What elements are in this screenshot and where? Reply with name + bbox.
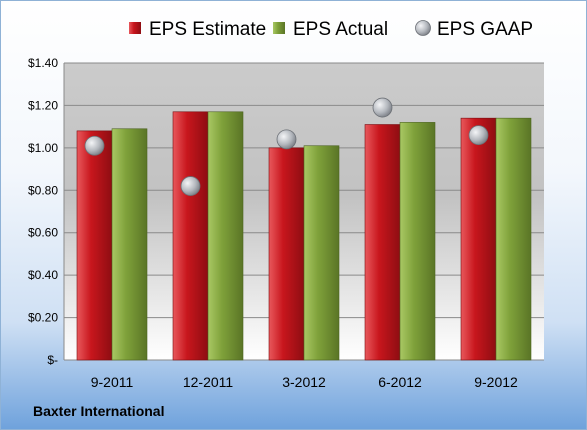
bar-eps-actual [303,145,340,361]
y-tick-label: $0.20 [28,311,58,325]
y-tick-label: $1.20 [28,98,58,112]
bar-eps-actual [207,111,244,361]
point-eps-gaap [276,129,297,150]
legend-swatch [129,22,141,34]
point-eps-gaap [372,97,393,118]
y-tick-label: $- [47,353,58,367]
bar-eps-estimate [76,130,113,361]
x-tick-label: 9-2012 [474,374,518,390]
legend-label: EPS Estimate [149,19,266,40]
point-eps-gaap [180,176,201,196]
x-tick-label: 12-2011 [183,374,234,390]
x-tick-label: 6-2012 [378,374,422,390]
legend-label: EPS Actual [293,19,388,40]
y-tick-label: $0.40 [28,268,58,282]
bar-eps-actual [111,128,148,361]
x-tick-label: 3-2012 [282,374,326,390]
bar-eps-actual [495,117,532,361]
bar-eps-estimate [172,111,209,361]
legend-label: EPS GAAP [437,19,533,40]
company-name: Baxter International [33,403,165,419]
x-tick-label: 9-2011 [91,374,134,390]
bar-eps-estimate [364,124,401,361]
legend-swatch [273,22,285,34]
y-tick-label: $0.60 [28,226,58,240]
bar-eps-actual [399,122,436,361]
point-eps-gaap [468,125,489,146]
bar-eps-estimate [268,147,305,361]
point-eps-gaap [84,135,105,156]
bar-eps-estimate [460,117,497,361]
legend-swatch [415,20,431,36]
y-tick-label: $0.80 [28,183,58,197]
y-tick-label: $1.40 [28,56,58,70]
y-tick-label: $1.00 [28,141,58,155]
